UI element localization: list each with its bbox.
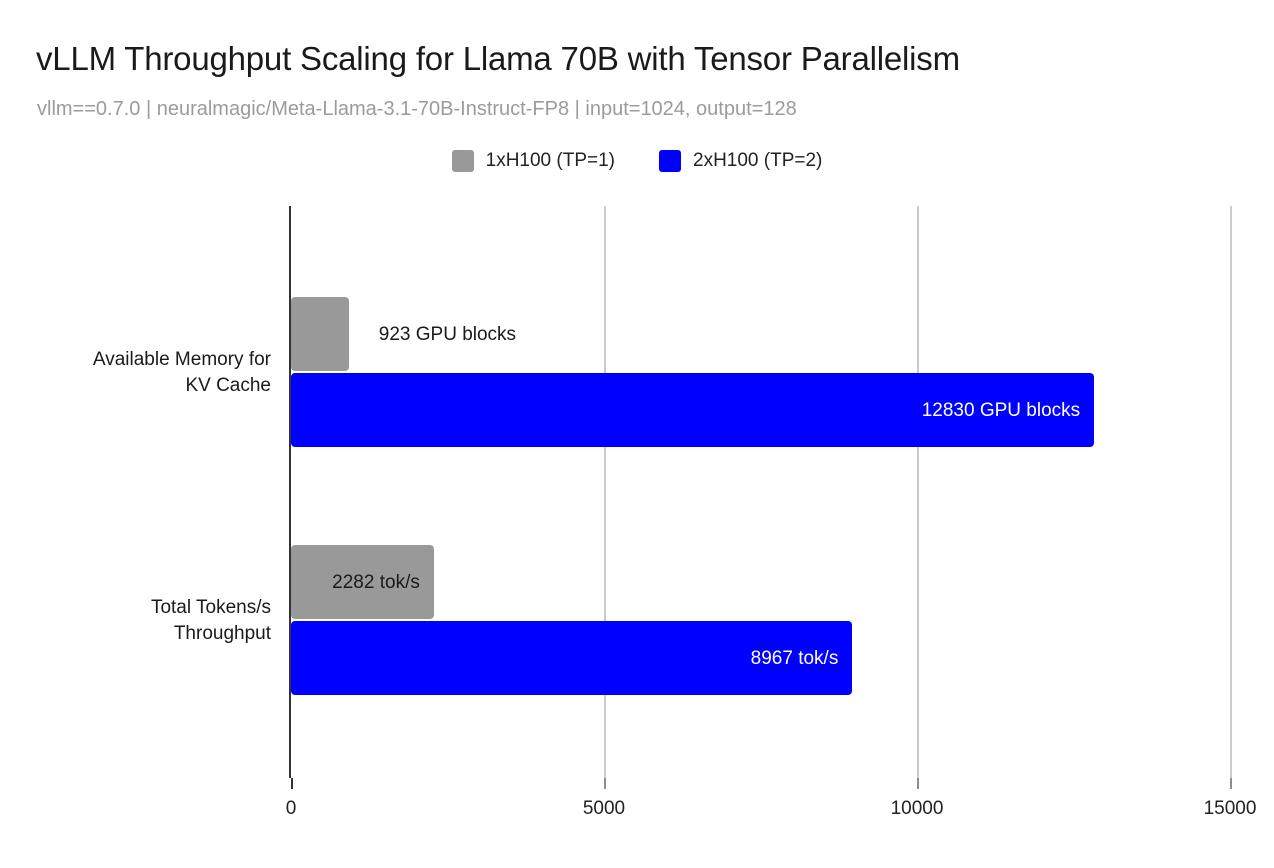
y-axis-label-throughput: Total Tokens/s Throughput bbox=[151, 595, 271, 646]
bar-kv-cache-2xh100[interactable]: 12830 GPU blocks bbox=[291, 373, 1095, 447]
legend-label-1xh100: 1xH100 (TP=1) bbox=[485, 150, 615, 171]
x-tick-label-0: 0 bbox=[285, 798, 297, 819]
bar-value-throughput-2xh100: 8967 tok/s bbox=[750, 647, 839, 669]
gridline-5000 bbox=[604, 206, 606, 778]
bar-throughput-2xh100[interactable]: 8967 tok/s bbox=[291, 621, 853, 695]
plot-area: 0 5000 10000 15000 923 GPU blocks 12830 GPU… bbox=[286, 206, 1256, 819]
legend-item-2xh100[interactable]: 2xH100 (TP=2) bbox=[659, 150, 822, 172]
y-axis-label-kv-cache-line2: KV Cache bbox=[185, 374, 271, 396]
chart-subtitle: vllm==0.7.0 | neuralmagic/Meta-Llama-3.1… bbox=[37, 98, 797, 120]
legend-swatch-1xh100 bbox=[451, 150, 474, 172]
chart-title: vLLM Throughput Scaling for Llama 70B wi… bbox=[36, 40, 960, 77]
x-tick-label-15000: 15000 bbox=[1203, 798, 1257, 819]
bar-value-kv-cache-1xh100: 923 GPU blocks bbox=[378, 323, 517, 345]
tick-mark-0 bbox=[291, 778, 293, 789]
x-tick-label-5000: 5000 bbox=[582, 798, 626, 819]
bar-value-kv-cache-2xh100: 12830 GPU blocks bbox=[921, 399, 1081, 421]
legend-swatch-2xh100 bbox=[659, 150, 681, 172]
bar-throughput-1xh100[interactable]: 2282 tok/s bbox=[291, 545, 434, 619]
y-axis-line bbox=[289, 206, 291, 778]
tick-mark-5000 bbox=[604, 778, 606, 789]
y-axis-label-throughput-line2: Throughput bbox=[173, 622, 271, 644]
tick-mark-15000 bbox=[1230, 778, 1232, 789]
chart-legend: 1xH100 (TP=1) 2xH100 (TP=2) bbox=[0, 150, 1274, 172]
bar-kv-cache-1xh100[interactable]: 923 GPU blocks bbox=[291, 297, 516, 371]
y-axis-label-kv-cache-line1: Available Memory for bbox=[92, 349, 271, 370]
y-axis-label-throughput-line1: Total Tokens/s bbox=[150, 597, 271, 618]
bar-value-throughput-1xh100: 2282 tok/s bbox=[332, 571, 420, 593]
legend-item-1xh100[interactable]: 1xH100 (TP=1) bbox=[451, 150, 615, 172]
gridline-15000 bbox=[1230, 206, 1232, 778]
x-tick-label-10000: 10000 bbox=[890, 798, 944, 819]
legend-label-2xh100: 2xH100 (TP=2) bbox=[693, 150, 823, 171]
gridline-10000 bbox=[917, 206, 919, 778]
tick-mark-10000 bbox=[917, 778, 919, 789]
y-axis-label-kv-cache: Available Memory for KV Cache bbox=[93, 347, 271, 398]
